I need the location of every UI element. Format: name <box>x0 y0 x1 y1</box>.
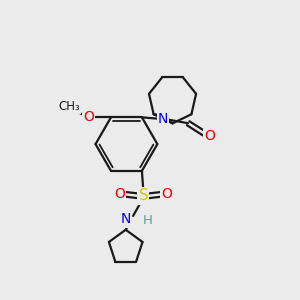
Text: S: S <box>139 188 148 203</box>
Text: N: N <box>158 112 168 126</box>
Text: H: H <box>142 214 152 227</box>
Text: N: N <box>120 212 131 226</box>
Text: O: O <box>161 188 172 201</box>
Text: O: O <box>83 110 94 124</box>
Text: O: O <box>204 129 215 143</box>
Text: CH₃: CH₃ <box>58 100 80 112</box>
Text: O: O <box>114 188 125 201</box>
